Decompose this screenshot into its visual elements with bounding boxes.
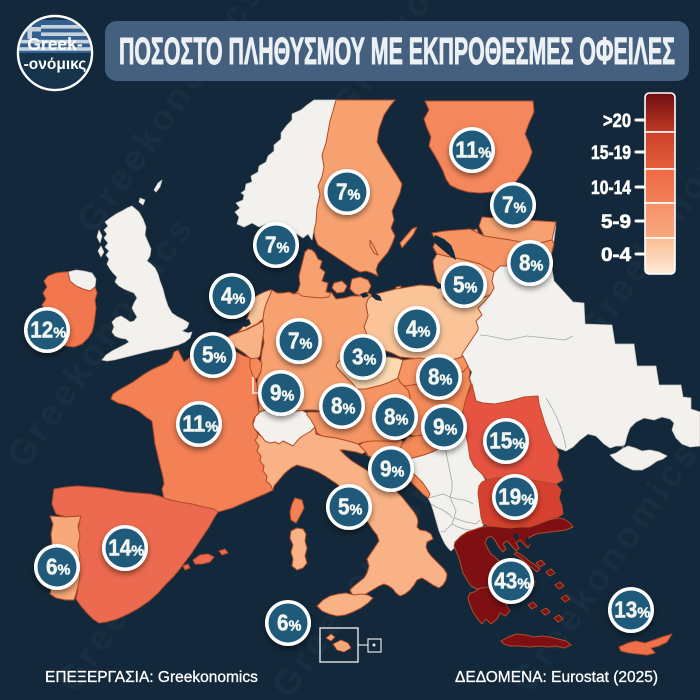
svg-text:4%: 4% xyxy=(406,316,431,342)
svg-text:43%: 43% xyxy=(494,568,530,594)
svg-text:14%: 14% xyxy=(108,535,144,561)
svg-text:5-9: 5-9 xyxy=(601,212,631,233)
svg-text:Greek-: Greek- xyxy=(27,34,83,54)
svg-text:8%: 8% xyxy=(331,393,356,419)
svg-text:7%: 7% xyxy=(265,232,290,258)
svg-text:3%: 3% xyxy=(352,344,377,370)
svg-text:15-19: 15-19 xyxy=(591,143,631,164)
svg-text:Greekonomics: Greekonomics xyxy=(569,82,700,350)
svg-text:8%: 8% xyxy=(428,364,453,390)
svg-text:9%: 9% xyxy=(380,456,405,482)
svg-text:13%: 13% xyxy=(614,597,650,623)
svg-text:12%: 12% xyxy=(30,317,66,343)
svg-text:7%: 7% xyxy=(288,328,313,354)
svg-text:11%: 11% xyxy=(455,137,491,163)
svg-text:8%: 8% xyxy=(384,404,409,430)
svg-text:>20: >20 xyxy=(603,111,631,132)
svg-text:10-14: 10-14 xyxy=(591,178,631,199)
svg-text:ΔΕΔΟΜΕΝΑ: Eurostat (2025): ΔΕΔΟΜΕΝΑ: Eurostat (2025) xyxy=(455,669,658,686)
svg-text:-ονόμικς: -ονόμικς xyxy=(24,56,87,73)
svg-text:15%: 15% xyxy=(489,428,525,454)
svg-text:9%: 9% xyxy=(433,414,458,440)
svg-text:5%: 5% xyxy=(202,342,227,368)
svg-text:ΠΟΣΟΣΤΟ ΠΛΗΘΥΣΜΟΥ ΜΕ ΕΚΠΡΟΘΕΣΜ: ΠΟΣΟΣΤΟ ΠΛΗΘΥΣΜΟΥ ΜΕ ΕΚΠΡΟΘΕΣΜΕΣ ΟΦΕΙΛΕΣ xyxy=(119,31,675,73)
svg-text:11%: 11% xyxy=(182,411,218,437)
svg-text:6%: 6% xyxy=(277,610,302,636)
svg-text:5%: 5% xyxy=(453,272,478,298)
svg-text:19%: 19% xyxy=(498,484,534,510)
svg-text:8%: 8% xyxy=(519,250,544,276)
svg-text:7%: 7% xyxy=(336,179,361,205)
svg-text:9%: 9% xyxy=(270,380,295,406)
svg-text:7%: 7% xyxy=(502,192,527,218)
svg-text:6%: 6% xyxy=(46,554,71,580)
svg-text:0-4: 0-4 xyxy=(601,245,631,266)
svg-text:4%: 4% xyxy=(221,283,246,309)
svg-text:5%: 5% xyxy=(338,494,363,520)
svg-text:ΕΠΕΞΕΡΓΑΣΙΑ: Greekonomics: ΕΠΕΞΕΡΓΑΣΙΑ: Greekonomics xyxy=(45,669,258,686)
